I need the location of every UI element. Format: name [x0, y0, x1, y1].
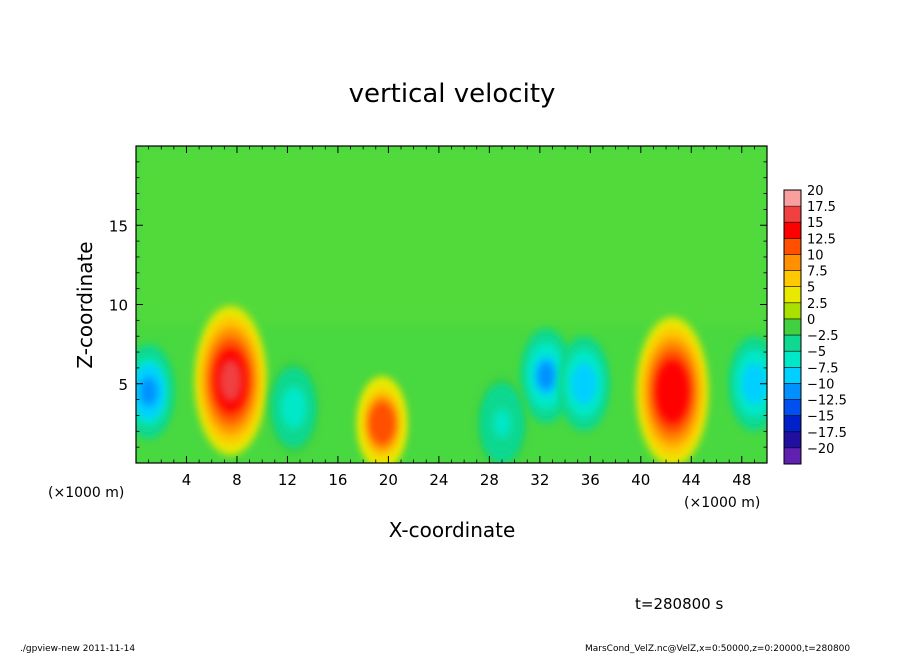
- heatmap-feature: [194, 305, 267, 456]
- colorbar-label: −7.5: [807, 361, 839, 376]
- colorbar-label: −12.5: [807, 394, 847, 409]
- x-unit-note-left: (×1000 m): [48, 485, 124, 501]
- heatmap-contour: [745, 369, 763, 398]
- x-axis-label: X-coordinate: [389, 518, 516, 542]
- colorbar-label: 12.5: [807, 232, 836, 247]
- colorbar-swatch: [784, 415, 801, 433]
- heatmap-feature: [357, 376, 408, 463]
- x-tick-label: 24: [429, 471, 448, 489]
- colorbar-label: 2.5: [807, 297, 828, 312]
- colorbar-swatch: [784, 270, 801, 288]
- heatmap-contour: [575, 369, 593, 398]
- x-tick-label: 8: [232, 471, 242, 489]
- colorbar-label: 20: [807, 184, 824, 199]
- heatmap-field: [136, 146, 767, 463]
- colorbar-swatch: [784, 318, 801, 336]
- colorbar-label: −10: [807, 377, 834, 392]
- heatmap-feature: [268, 360, 319, 455]
- colorbar-label: 5: [807, 281, 815, 296]
- colorbar-swatch: [784, 286, 801, 304]
- heatmap-contour: [493, 409, 511, 438]
- colorbar-swatch: [784, 190, 801, 207]
- colorbar-swatch: [784, 431, 801, 449]
- heatmap-contour: [373, 409, 391, 438]
- y-axis-label: Z-coordinate: [73, 241, 97, 368]
- x-tick-label: 40: [631, 471, 650, 489]
- chart-title: vertical velocity: [349, 79, 556, 109]
- colorbar-label: 0: [807, 313, 815, 328]
- x-tick-label: 48: [732, 471, 751, 489]
- heatmap-feature: [559, 336, 609, 431]
- heatmap-feature: [477, 376, 527, 463]
- colorbar-swatch: [784, 335, 801, 352]
- colorbar-swatch: [784, 238, 801, 255]
- colorbar-label: −20: [807, 442, 834, 457]
- colorbar-swatch: [784, 302, 801, 320]
- colorbar-label: 10: [807, 248, 824, 263]
- heatmap-contour: [661, 370, 684, 413]
- heatmap-feature: [636, 316, 709, 463]
- x-tick-label: 12: [278, 471, 297, 489]
- colorbar-swatch: [784, 254, 801, 271]
- y-tick-label: 10: [109, 297, 128, 315]
- field-upper-tint: [136, 146, 767, 326]
- time-label: t=280800 s: [635, 595, 723, 613]
- colorbar-label: 7.5: [807, 265, 828, 280]
- footer-right: MarsCond_VelZ.nc@VelZ,x=0:50000,z=0:2000…: [585, 644, 850, 654]
- x-tick-label: 16: [328, 471, 347, 489]
- colorbar-swatch: [784, 367, 801, 384]
- heatmap-feature: [136, 344, 174, 439]
- x-tick-label: 20: [379, 471, 398, 489]
- colorbar-swatch: [784, 222, 801, 239]
- colorbar-label: −17.5: [807, 426, 847, 441]
- heatmap-feature: [729, 336, 767, 431]
- y-tick-label: 5: [118, 376, 128, 394]
- colorbar-label: −2.5: [807, 329, 839, 344]
- heatmap-contour: [537, 361, 555, 390]
- colorbar-label: −15: [807, 410, 834, 425]
- colorbar-swatch: [784, 447, 801, 465]
- colorbar-label: 15: [807, 216, 824, 231]
- x-tick-label: 32: [530, 471, 549, 489]
- colorbar-swatch: [784, 351, 801, 368]
- x-tick-label: 36: [581, 471, 600, 489]
- footer-left: ./gpview-new 2011-11-14: [20, 644, 135, 654]
- heatmap-contour: [140, 377, 158, 406]
- y-tick-label: 15: [109, 217, 128, 235]
- colorbar-swatch: [784, 206, 801, 223]
- x-tick-label: 4: [182, 471, 192, 489]
- colorbar-label: 17.5: [807, 200, 836, 215]
- heatmap-contour: [285, 393, 303, 422]
- x-tick-label: 28: [480, 471, 499, 489]
- x-tick-label: 44: [682, 471, 701, 489]
- colorbar-swatch: [784, 383, 801, 400]
- x-unit-note-right: (×1000 m): [684, 495, 760, 511]
- heatmap-contour: [219, 359, 242, 402]
- colorbar-swatch: [784, 399, 801, 416]
- colorbar-label: −5: [807, 345, 826, 360]
- heatmap-feature: [521, 328, 572, 423]
